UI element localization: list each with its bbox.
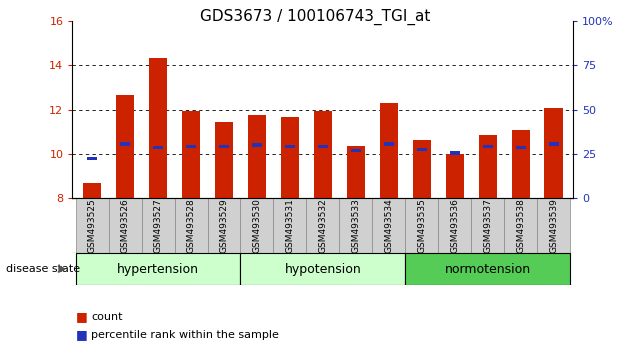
- Text: ■: ■: [76, 328, 88, 341]
- Bar: [248, 115, 266, 198]
- Bar: [207, 198, 241, 253]
- Text: percentile rank within the sample: percentile rank within the sample: [91, 330, 279, 339]
- Bar: [384, 142, 394, 146]
- Bar: [445, 154, 464, 198]
- Text: GSM493535: GSM493535: [417, 198, 427, 253]
- Bar: [83, 183, 101, 198]
- Text: GSM493531: GSM493531: [285, 198, 294, 253]
- Bar: [285, 144, 295, 148]
- Bar: [219, 144, 229, 148]
- Bar: [483, 144, 493, 148]
- Bar: [544, 108, 563, 198]
- Text: GSM493530: GSM493530: [253, 198, 261, 253]
- Text: count: count: [91, 312, 123, 322]
- Bar: [405, 198, 438, 253]
- Text: GSM493537: GSM493537: [483, 198, 492, 253]
- Bar: [479, 135, 496, 198]
- Text: GSM493525: GSM493525: [88, 198, 97, 253]
- Bar: [306, 198, 340, 253]
- Bar: [116, 95, 134, 198]
- Bar: [405, 253, 570, 285]
- Bar: [318, 144, 328, 148]
- Bar: [153, 146, 163, 149]
- Bar: [120, 142, 130, 146]
- Text: disease state: disease state: [6, 264, 81, 274]
- Bar: [471, 198, 504, 253]
- Bar: [372, 198, 405, 253]
- Bar: [416, 148, 427, 151]
- Text: GSM493529: GSM493529: [219, 198, 229, 253]
- Text: normotension: normotension: [445, 263, 530, 275]
- Bar: [87, 157, 97, 160]
- Bar: [549, 142, 559, 146]
- Bar: [450, 151, 460, 155]
- Text: GSM493536: GSM493536: [450, 198, 459, 253]
- Bar: [252, 143, 262, 147]
- Bar: [512, 130, 530, 198]
- Text: GSM493532: GSM493532: [318, 198, 328, 253]
- Text: GSM493526: GSM493526: [121, 198, 130, 253]
- Bar: [182, 111, 200, 198]
- Bar: [380, 103, 398, 198]
- Text: GSM493539: GSM493539: [549, 198, 558, 253]
- Bar: [340, 198, 372, 253]
- Bar: [281, 118, 299, 198]
- Text: hypotension: hypotension: [285, 263, 361, 275]
- Bar: [149, 58, 167, 198]
- Text: hypertension: hypertension: [117, 263, 199, 275]
- Bar: [241, 198, 273, 253]
- Bar: [241, 253, 405, 285]
- Text: GSM493527: GSM493527: [154, 198, 163, 253]
- Bar: [537, 198, 570, 253]
- Bar: [351, 149, 361, 152]
- Text: GSM493528: GSM493528: [186, 198, 195, 253]
- Bar: [314, 111, 332, 198]
- Text: ■: ■: [76, 310, 88, 323]
- Bar: [175, 198, 207, 253]
- Bar: [186, 144, 196, 148]
- Bar: [76, 198, 109, 253]
- Bar: [142, 198, 175, 253]
- Bar: [215, 122, 233, 198]
- Text: GSM493533: GSM493533: [352, 198, 360, 253]
- Bar: [438, 198, 471, 253]
- Text: GDS3673 / 100106743_TGI_at: GDS3673 / 100106743_TGI_at: [200, 9, 430, 25]
- Bar: [273, 198, 306, 253]
- Bar: [346, 146, 365, 198]
- Bar: [76, 253, 241, 285]
- Bar: [504, 198, 537, 253]
- Bar: [109, 198, 142, 253]
- Bar: [515, 146, 525, 149]
- Text: GSM493534: GSM493534: [384, 198, 393, 253]
- Bar: [413, 139, 431, 198]
- Text: GSM493538: GSM493538: [516, 198, 525, 253]
